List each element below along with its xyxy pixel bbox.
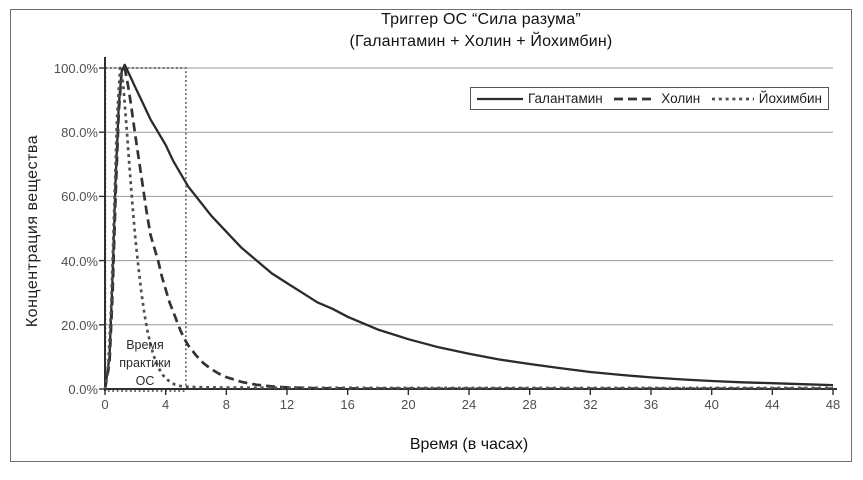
practice-time-box — [104, 67, 187, 392]
x-tick-label-12: 12 — [279, 397, 295, 412]
x-tick-label-24: 24 — [461, 397, 477, 412]
series-line-Йохимбин — [103, 66, 833, 390]
y-tick-label-60: 60.0% — [61, 189, 98, 205]
x-tick-label-28: 28 — [522, 397, 537, 412]
annotation-line-1: Время — [126, 338, 164, 352]
x-tick-label-40: 40 — [704, 397, 719, 412]
y-tick-label-100: 100.0% — [53, 61, 98, 76]
x-tick-label-20: 20 — [401, 397, 416, 412]
legend-item-Галантамин: Галантамин — [477, 91, 603, 106]
x-tick-label-4: 4 — [162, 397, 170, 412]
series-line-Галантамин — [103, 63, 834, 390]
legend-item-Холин: Холин — [614, 91, 700, 106]
annotation-line-2: практики — [119, 355, 171, 370]
y-axis-label: Концентрация вещества — [24, 134, 41, 328]
chart-subtitle: (Галантамин + Холин + Йохимбин) — [349, 33, 613, 50]
chart-title: Триггер ОС “Сила разума” — [381, 11, 581, 28]
x-tick-label-36: 36 — [643, 397, 659, 412]
x-tick-label-44: 44 — [765, 397, 780, 412]
y-tick-label-80: 80.0% — [61, 125, 98, 141]
legend-item-label: Холин — [661, 91, 701, 106]
legend-item-label: Галантамин — [528, 91, 603, 106]
legend-line-sample-long-dash — [614, 97, 657, 100]
x-tick-label-48: 48 — [825, 397, 841, 412]
annotation-line-3: ОС — [135, 373, 155, 388]
series-line-Холин — [103, 66, 833, 391]
legend-line-sample-solid — [477, 97, 523, 100]
y-tick-label-20: 20.0% — [61, 317, 98, 333]
x-tick-label-16: 16 — [340, 397, 355, 412]
x-tick-label-0: 0 — [101, 397, 109, 412]
outer-frame — [10, 9, 852, 462]
x-tick-label-32: 32 — [583, 397, 598, 412]
legend-item-Йохимбин: Йохимбин — [711, 91, 822, 106]
y-tick-label-40: 40.0% — [61, 253, 98, 269]
x-tick-label-8: 8 — [222, 397, 230, 412]
legend-item-label: Йохимбин — [758, 91, 822, 106]
legend: Галантамин Холин Йохимбин — [470, 87, 829, 110]
y-tick-label-0: 0.0% — [68, 382, 98, 397]
annotation-practice-time: Время практики ОС — [104, 337, 186, 390]
x-axis-label: Время (в часах) — [409, 436, 529, 453]
legend-line-sample-short-dash — [711, 97, 754, 100]
